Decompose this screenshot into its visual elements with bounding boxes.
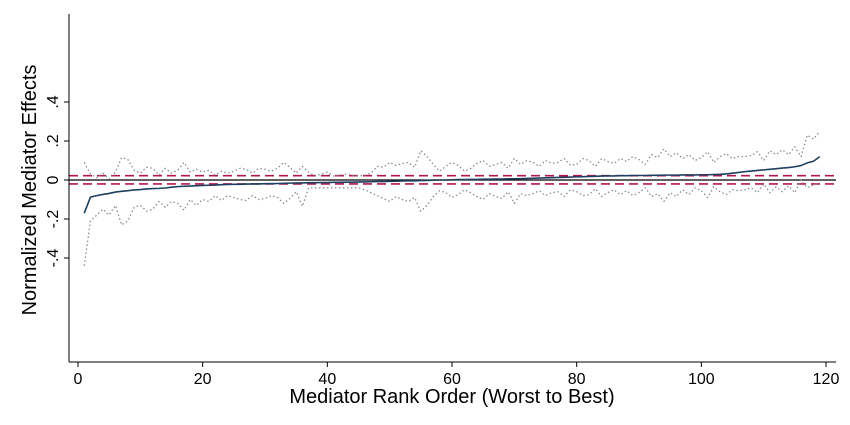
x-tick-label: 100 [688, 371, 715, 388]
x-tick-label: 40 [318, 371, 336, 388]
y-tick-label: -.4 [45, 249, 62, 268]
y-tick-label: -.2 [45, 210, 62, 229]
x-ticks: 0 20 40 60 80 100 120 [74, 362, 840, 388]
y-ticks: -.4 -.2 0 .2 .4 [45, 95, 69, 267]
x-axis-title: Mediator Rank Order (Worst to Best) [289, 386, 614, 408]
y-tick-label: .4 [45, 95, 62, 108]
y-tick-label: 0 [45, 175, 62, 184]
x-tick-label: 120 [813, 371, 840, 388]
x-tick-label: 0 [74, 371, 83, 388]
series-layer [83, 130, 821, 266]
x-tick-label: 20 [194, 371, 212, 388]
x-tick-label: 60 [443, 371, 461, 388]
estimate-line [83, 155, 821, 214]
y-axis-title: Normalized Mediator Effects [19, 65, 41, 316]
y-tick-label: .2 [45, 134, 62, 147]
x-tick-label: 80 [568, 371, 586, 388]
